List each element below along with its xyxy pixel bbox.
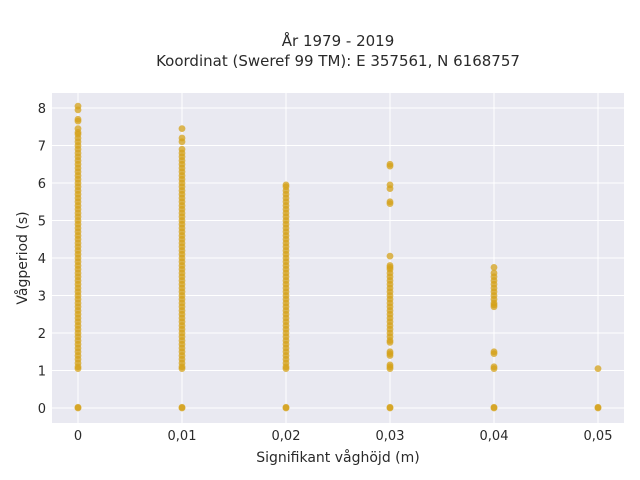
x-tick-label: 0,05 bbox=[584, 429, 613, 444]
x-tick-label: 0,01 bbox=[168, 429, 197, 444]
scatter-point bbox=[386, 252, 394, 260]
chart-title-line2: Koordinat (Sweref 99 TM): E 357561, N 61… bbox=[156, 52, 520, 70]
y-tick-label: 4 bbox=[38, 252, 46, 267]
scatter-point bbox=[594, 365, 602, 373]
grid-lines bbox=[52, 93, 624, 423]
scatter-point bbox=[178, 403, 186, 411]
scatter-point bbox=[386, 181, 394, 189]
chart-title-line1: År 1979 - 2019 bbox=[282, 31, 395, 50]
scatter-point bbox=[490, 363, 498, 371]
scatter-point bbox=[282, 403, 290, 411]
scatter-point bbox=[386, 262, 394, 269]
scatter-point bbox=[490, 403, 498, 411]
scatter-point bbox=[74, 115, 82, 123]
scatter-point bbox=[386, 403, 394, 411]
y-tick-label: 8 bbox=[38, 102, 46, 117]
scatter-point bbox=[178, 125, 186, 133]
x-tick-label: 0,04 bbox=[480, 429, 509, 444]
y-tick-label: 3 bbox=[38, 290, 46, 305]
scatter-point bbox=[74, 403, 82, 411]
scatter-point bbox=[386, 198, 394, 206]
y-tick-label: 2 bbox=[38, 327, 46, 342]
x-axis-ticks: 0 0,01 0,02 0,03 0,04 0,05 bbox=[74, 429, 613, 444]
scatter-point bbox=[386, 160, 394, 168]
y-tick-label: 5 bbox=[38, 215, 46, 230]
y-axis-ticks: 0 1 2 3 4 5 6 7 8 bbox=[38, 102, 46, 417]
scatter-point bbox=[74, 125, 82, 133]
y-tick-label: 1 bbox=[38, 365, 46, 380]
x-tick-label: 0,02 bbox=[272, 429, 301, 444]
scatter-point bbox=[490, 348, 498, 356]
x-tick-label: 0 bbox=[74, 429, 82, 444]
y-tick-label: 7 bbox=[38, 140, 46, 155]
scatter-point bbox=[178, 134, 186, 142]
y-tick-label: 6 bbox=[38, 177, 46, 192]
scatter-point bbox=[594, 403, 602, 411]
scatter-point bbox=[178, 145, 186, 153]
scatter-point bbox=[74, 102, 82, 110]
scatter-point bbox=[490, 263, 498, 271]
x-tick-label: 0,03 bbox=[376, 429, 405, 444]
scatter-points bbox=[74, 102, 602, 412]
scatter-point bbox=[386, 348, 394, 356]
y-axis-label: Vågperiod (s) bbox=[14, 211, 31, 304]
scatter-point bbox=[490, 269, 498, 277]
scatter-point bbox=[282, 181, 290, 189]
y-tick-label: 0 bbox=[38, 402, 46, 417]
x-axis-label: Signifikant våghöjd (m) bbox=[256, 449, 419, 466]
scatter-point bbox=[386, 361, 394, 369]
